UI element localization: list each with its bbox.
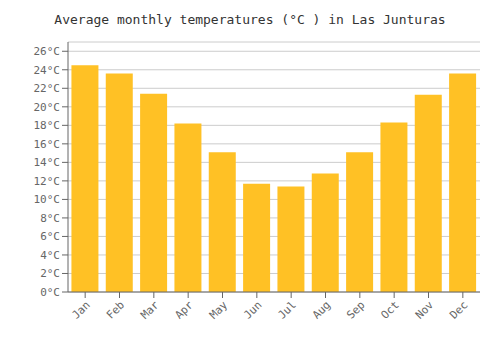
svg-text:18°C: 18°C	[34, 119, 61, 132]
svg-text:Oct: Oct	[379, 298, 402, 321]
svg-text:20°C: 20°C	[34, 101, 61, 114]
svg-text:10°C: 10°C	[34, 193, 61, 206]
svg-text:24°C: 24°C	[34, 64, 61, 77]
svg-text:Apr: Apr	[173, 298, 197, 322]
svg-text:22°C: 22°C	[34, 82, 61, 95]
svg-text:Jan: Jan	[70, 298, 93, 321]
svg-text:Sep: Sep	[344, 298, 367, 321]
svg-text:12°C: 12°C	[34, 175, 61, 188]
svg-text:2°C: 2°C	[40, 267, 60, 280]
svg-text:0°C: 0°C	[40, 286, 60, 299]
svg-text:May: May	[207, 298, 231, 322]
svg-text:Jun: Jun	[241, 298, 264, 321]
svg-text:Aug: Aug	[310, 298, 333, 321]
svg-text:14°C: 14°C	[34, 156, 61, 169]
svg-text:Mar: Mar	[138, 298, 162, 322]
svg-text:4°C: 4°C	[40, 249, 60, 262]
svg-text:Nov: Nov	[413, 298, 437, 322]
svg-text:Jul: Jul	[276, 298, 299, 321]
html-text:Average monthly temperatures (: Average monthly temperatures (°C ) in La…	[54, 12, 446, 27]
svg-text:16°C: 16°C	[34, 138, 61, 151]
svg-text:6°C: 6°C	[40, 230, 60, 243]
svg-text:Dec: Dec	[447, 298, 470, 321]
svg-text:8°C: 8°C	[40, 212, 60, 225]
svg-text:26°C: 26°C	[34, 45, 61, 58]
svg-text:Feb: Feb	[104, 298, 127, 321]
